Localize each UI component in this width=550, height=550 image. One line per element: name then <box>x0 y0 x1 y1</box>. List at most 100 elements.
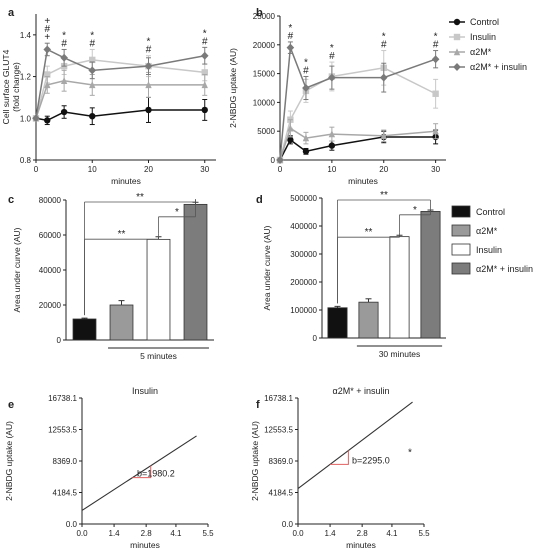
x-axis-title: minutes <box>348 176 378 186</box>
data-point <box>44 81 51 89</box>
bar <box>358 301 379 339</box>
series-0 <box>32 96 208 126</box>
legend-marker <box>453 18 461 26</box>
significance-label: ** <box>380 190 388 201</box>
legend-label: Insulin <box>476 245 502 255</box>
legend-label: α2M* + insulin <box>470 62 527 72</box>
significance-mark: # <box>202 36 208 47</box>
data-point <box>201 69 208 76</box>
slope-marker <box>330 450 349 465</box>
significance-mark: * <box>434 32 438 43</box>
legend-swatch <box>451 205 471 218</box>
significance-bracket: * <box>399 205 431 233</box>
y-tick-label: 0 <box>57 336 62 345</box>
x-tick-label: 0.0 <box>292 529 304 538</box>
significance-mark: # <box>288 31 294 42</box>
data-point <box>44 117 51 124</box>
y-tick-label: 12553.5 <box>264 426 293 435</box>
significance-mark: * <box>382 32 386 43</box>
x-tick-label: 1.4 <box>109 529 121 538</box>
y-tick-label: 500000 <box>290 194 317 203</box>
y-tick-label: 0.0 <box>282 520 294 529</box>
y-axis-title: Area under curve (AU) <box>12 227 22 312</box>
y-tick-label: 0.0 <box>66 520 78 529</box>
x-tick-label: 10 <box>88 165 97 174</box>
data-point <box>328 73 336 82</box>
x-axis-title: minutes <box>111 176 141 186</box>
y-tick-label: 5000 <box>257 127 275 136</box>
y-axis-title: 2-NBDG uptake (AU) <box>228 48 238 128</box>
bar <box>72 318 97 341</box>
data-point <box>328 130 336 138</box>
y-tick-label: 1.2 <box>20 73 32 82</box>
x-tick-label: 0.0 <box>76 529 88 538</box>
y-axis-title: 2-NBDG uptake (AU) <box>4 421 14 501</box>
significance-label: * <box>175 207 179 218</box>
data-point <box>328 142 336 149</box>
y-tick-label: 200000 <box>290 278 317 287</box>
slope-marker <box>132 465 152 479</box>
y-tick-label: 1.4 <box>20 31 32 40</box>
series-3 <box>276 41 440 164</box>
slope-label: b=1980.2 <box>137 469 175 479</box>
y-tick-label: 4184.5 <box>269 489 294 498</box>
data-point <box>144 62 153 71</box>
panel-a: a 0.8 1.0 1.2 1.4 0 10 20 30 minutes Cell surface … <box>1 7 216 186</box>
panel-label: c <box>8 194 14 206</box>
panel-label: d <box>256 194 263 206</box>
x-tick-label: 30 <box>431 165 440 174</box>
data-point <box>287 136 294 144</box>
x-axis-title: minutes <box>346 540 376 550</box>
panel-f: f α2M* + insulin 0.0 4184.5 8369.0 12553.5 167… <box>250 386 430 550</box>
panel-label: b <box>256 7 263 19</box>
x-tick-label: 0 <box>278 165 283 174</box>
significance-label: ** <box>365 227 373 238</box>
legend-marker <box>453 63 461 71</box>
data-point <box>302 148 310 155</box>
significance-bracket: ** <box>337 227 400 304</box>
data-point <box>145 81 152 89</box>
y-tick-label: 60000 <box>39 231 62 240</box>
significance-mark: # <box>61 38 67 49</box>
y-tick-label: 16738.1 <box>48 394 77 403</box>
significance-mark: * <box>288 23 292 34</box>
panel-label: a <box>8 7 15 19</box>
significance-mark: * <box>147 37 151 48</box>
significance-mark: * <box>304 57 308 68</box>
legend-label: Insulin <box>470 32 496 42</box>
data-point <box>60 76 68 84</box>
significance-mark: * <box>330 43 334 54</box>
data-point <box>201 106 208 114</box>
significance-label: * <box>413 205 417 216</box>
significance-mark: # <box>433 40 439 51</box>
panel-c: c 0 20000 40000 60000 80000 Area under curve (… <box>8 192 214 361</box>
y-tick-label: 20000 <box>39 301 62 310</box>
bar <box>146 238 171 341</box>
significance-bracket: ** <box>84 229 159 316</box>
data-point <box>32 114 40 123</box>
chart-title: Insulin <box>132 386 158 396</box>
y-tick-label: 12553.5 <box>48 426 77 435</box>
y-tick-label: 300000 <box>290 250 317 259</box>
x-tick-label: 20 <box>379 165 388 174</box>
data-point <box>145 106 152 114</box>
x-tick-label: 4.1 <box>170 529 182 538</box>
significance-mark: # <box>146 45 152 56</box>
bar <box>109 304 134 341</box>
data-point <box>302 134 310 142</box>
significance-label: ** <box>136 192 144 203</box>
x-tick-label: 2.8 <box>141 529 153 538</box>
data-point <box>302 84 310 92</box>
legend-swatch <box>451 224 471 237</box>
x-tick-label: 5.5 <box>418 529 430 538</box>
legend-swatch <box>451 262 471 275</box>
significance-mark: # <box>89 38 95 49</box>
significance-mark: * <box>408 447 412 458</box>
x-tick-label: 1.4 <box>325 529 337 538</box>
group-label: 5 minutes <box>140 351 177 361</box>
x-axis-title: minutes <box>130 540 160 550</box>
legend-label: α2M* <box>476 226 498 236</box>
significance-mark: # <box>44 24 50 35</box>
y-axis-title: 2-NBDG uptake (AU) <box>250 421 260 501</box>
data-point <box>380 132 387 140</box>
